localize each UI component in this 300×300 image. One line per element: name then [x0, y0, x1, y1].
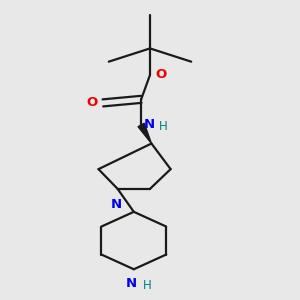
- Text: N: N: [144, 118, 155, 130]
- Text: N: N: [125, 278, 136, 290]
- Text: H: H: [143, 279, 152, 292]
- Text: N: N: [111, 198, 122, 211]
- Polygon shape: [138, 123, 152, 143]
- Text: H: H: [159, 120, 168, 133]
- Text: O: O: [156, 68, 167, 81]
- Text: O: O: [86, 96, 97, 109]
